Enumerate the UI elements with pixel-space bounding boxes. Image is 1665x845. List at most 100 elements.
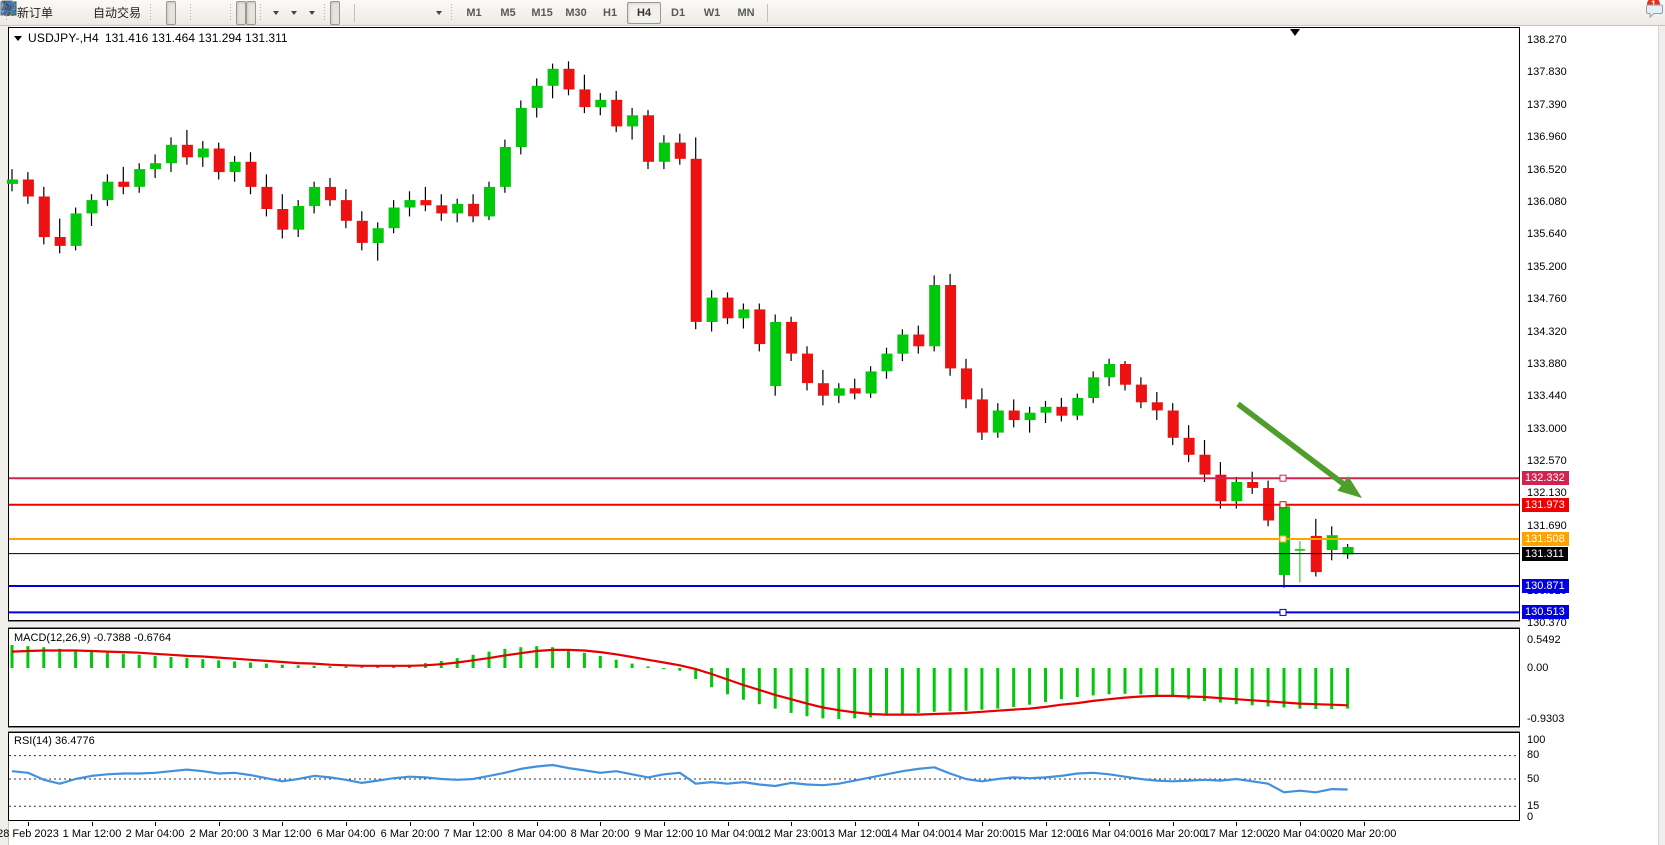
- time-tick: [1046, 822, 1047, 826]
- auto-scroll-button[interactable]: [0, 0, 247, 25]
- time-tick: [1109, 822, 1110, 826]
- time-axis[interactable]: 28 Feb 2023 1 Mar 12:00 2 Mar 04:00 2 Mar 2…: [0, 821, 1665, 845]
- time-tick: [155, 822, 156, 826]
- fibonacci-button[interactable]: F: [1, 1, 409, 25]
- pane-splitter[interactable]: [8, 727, 1520, 732]
- macd-scale-label: -0.9303: [1527, 713, 1565, 725]
- time-tick: [28, 822, 29, 826]
- cursor-button[interactable]: [4, 0, 341, 25]
- time-tick: [346, 822, 347, 826]
- toolbar-grip[interactable]: [188, 3, 193, 22]
- price-axis[interactable]: 138.270 137.830 137.390 136.960 136.520 136.0…: [1520, 27, 1658, 823]
- price-line-tag: 132.332: [1522, 471, 1569, 485]
- horizontal-line-button[interactable]: [1, 1, 379, 25]
- navigator-button[interactable]: [0, 1, 78, 25]
- toolbar-grip[interactable]: [148, 3, 153, 22]
- time-tick: [1300, 822, 1301, 826]
- dropdown-caret-icon: [309, 10, 316, 15]
- equidistant-channel-button[interactable]: E: [0, 1, 399, 25]
- zoom-out-button[interactable]: [1, 1, 216, 25]
- timeframe-m30[interactable]: M30: [565, 6, 587, 19]
- timeframe-m5[interactable]: M5: [500, 6, 516, 19]
- toolbar-grip[interactable]: [258, 3, 263, 22]
- market-watch-button[interactable]: [1, 1, 68, 25]
- price-line-tag: 130.871: [1522, 579, 1569, 593]
- toolbar-grip[interactable]: [228, 3, 233, 22]
- chart-candles-button[interactable]: [2, 0, 177, 25]
- arrows-button[interactable]: [2, 1, 447, 25]
- autotrading-label: 自动交易: [93, 6, 142, 20]
- time-label: 17 Mar 12:00: [1203, 828, 1269, 840]
- rsi-scale-label: 50: [1527, 773, 1540, 785]
- time-label: 3 Mar 12:00: [252, 828, 312, 840]
- notifications-button[interactable]: 1: [1645, 0, 1663, 25]
- time-tick: [728, 822, 729, 826]
- time-label: 16 Mar 04:00: [1076, 828, 1142, 840]
- time-label: 8 Mar 20:00: [570, 828, 630, 840]
- signals-button[interactable]: [1, 1, 88, 25]
- time-label: 16 Mar 20:00: [1140, 828, 1206, 840]
- price-tick-label: 133.880: [1527, 358, 1567, 370]
- macd-pane[interactable]: [8, 628, 1520, 727]
- macd-scale-label: 0.00: [1527, 662, 1549, 674]
- rsi-pane[interactable]: [8, 732, 1520, 821]
- pane-splitter[interactable]: [8, 621, 1520, 628]
- vertical-line-button[interactable]: [6, 1, 369, 25]
- price-tick-label: 134.760: [1527, 293, 1567, 305]
- timeframe-mn[interactable]: MN: [737, 6, 755, 19]
- dropdown-caret-icon: [291, 10, 298, 15]
- price-tick-label: 137.390: [1527, 99, 1567, 111]
- crosshair-button[interactable]: [1, 1, 350, 25]
- dropdown-caret-icon: [436, 10, 443, 15]
- chat-bubble-icon: [1646, 4, 1663, 18]
- price-tick-label: 133.440: [1527, 390, 1567, 402]
- new-order-button[interactable]: 新订单: [1, 0, 58, 25]
- timeframe-h1[interactable]: H1: [603, 6, 618, 19]
- rsi-scale-label: 100: [1527, 734, 1546, 746]
- chart-shift-button[interactable]: [1, 0, 257, 25]
- time-label: 15 Mar 12:00: [1013, 828, 1079, 840]
- periods-button[interactable]: [0, 0, 302, 25]
- chart-bars-button[interactable]: [2, 1, 166, 25]
- collapse-triangle-icon[interactable]: [14, 35, 22, 41]
- time-tick: [410, 822, 411, 826]
- search-button[interactable]: [2, 1, 1645, 25]
- rsi-scale-label: 80: [1527, 749, 1540, 761]
- timeframe-h4[interactable]: H4: [627, 1, 662, 24]
- text-label-button[interactable]: T: [1, 1, 429, 25]
- templates-button[interactable]: [0, 1, 320, 25]
- new-order-label: 新订单: [17, 6, 54, 20]
- toolbar-grip[interactable]: [449, 3, 454, 22]
- tile-windows-button[interactable]: [0, 1, 226, 25]
- timeframe-m15[interactable]: M15: [531, 6, 553, 19]
- price-chart-pane[interactable]: [8, 27, 1520, 621]
- chart-line-button[interactable]: [0, 1, 186, 25]
- price-tick-label: 131.690: [1527, 520, 1567, 532]
- symbol-title: USDJPY-,H4: [28, 31, 99, 45]
- autotrading-button[interactable]: 自动交易: [0, 1, 146, 25]
- timeframe-d1[interactable]: D1: [671, 6, 686, 19]
- macd-label: MACD(12,26,9) -0.7388 -0.6764: [14, 632, 172, 644]
- price-line-tag: 131.508: [1522, 532, 1569, 546]
- macd-scale-label: 0.5492: [1527, 634, 1561, 646]
- indicators-button[interactable]: [0, 1, 284, 25]
- time-label: 6 Mar 20:00: [380, 828, 440, 840]
- text-button[interactable]: A: [3, 1, 419, 25]
- rsi-scale-label: 0: [1527, 811, 1534, 823]
- toolbar-grip[interactable]: [322, 3, 327, 22]
- time-tick: [219, 822, 220, 826]
- price-tick-label: 136.960: [1527, 131, 1567, 143]
- zoom-in-button[interactable]: [1, 1, 206, 25]
- timeframe-w1[interactable]: W1: [703, 6, 721, 19]
- rsi-scale-label: 15: [1527, 800, 1540, 812]
- search-icon: [2, 1, 17, 16]
- time-tick: [982, 822, 983, 826]
- timeframe-m1[interactable]: M1: [466, 6, 482, 19]
- time-tick: [282, 822, 283, 826]
- ohlc-readout: 131.416 131.464 131.294 131.311: [104, 31, 288, 45]
- price-tick-label: 130.370: [1527, 617, 1567, 629]
- time-label: 10 Mar 04:00: [695, 828, 761, 840]
- time-label: 8 Mar 04:00: [507, 828, 567, 840]
- time-tick: [1364, 822, 1365, 826]
- trendline-button[interactable]: [1, 1, 389, 25]
